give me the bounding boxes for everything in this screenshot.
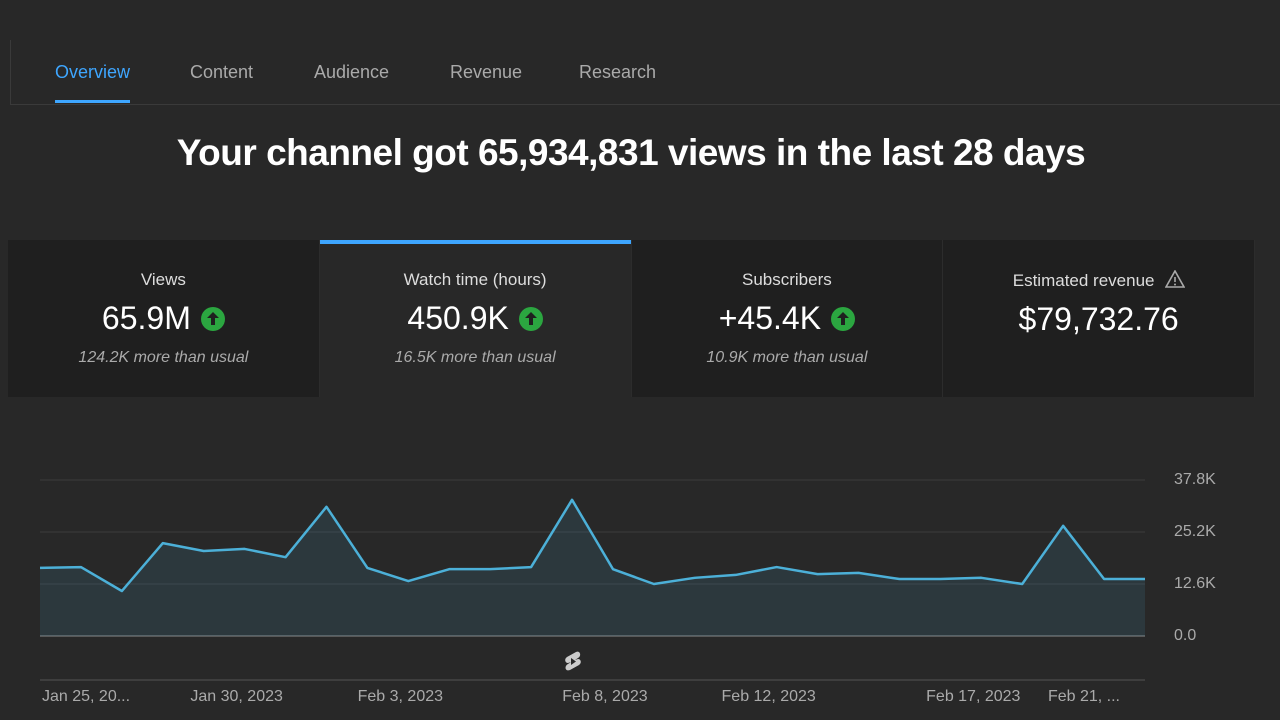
metric-label: Views [8, 270, 319, 290]
tab[interactable]: Audience [314, 62, 390, 82]
metric-value: +45.4K [718, 300, 822, 336]
x-tick-label: Feb 17, 2023 [926, 688, 1020, 705]
metric-note: 16.5K more than usual [394, 349, 556, 366]
trend-up-icon [518, 306, 543, 331]
trend-up-icon [200, 306, 225, 331]
metric-label-text: Subscribers [741, 270, 832, 289]
metric-value-row: $79,732.76 [943, 301, 1254, 338]
metric-value: $79,732.76 [1018, 301, 1179, 337]
x-tick-label: Jan 30, 2023 [190, 688, 283, 705]
shorts-icon [565, 651, 581, 671]
metric-value-row: 65.9M [8, 300, 319, 337]
metric-cards: Views 65.9M 124.2K more than usual Watch ti… [8, 240, 1255, 397]
metric-label: Subscribers [632, 270, 943, 290]
y-tick-label: 0.0 [1174, 627, 1196, 644]
tab-bar: Overview Content Audience Revenue Research [10, 40, 1280, 105]
tab[interactable]: Content [190, 62, 254, 82]
metric-label: Estimated revenue [943, 269, 1254, 291]
metric-card[interactable]: Views 65.9M 124.2K more than usual [8, 240, 320, 397]
metric-note: 10.9K more than usual [706, 349, 868, 366]
headline: Your channel got 65,934,831 views in the… [176, 132, 1086, 173]
metric-label-text: Views [140, 270, 186, 289]
y-tick-label: 25.2K [1174, 523, 1216, 540]
tab[interactable]: Revenue [450, 62, 523, 82]
metric-card[interactable]: Estimated revenue $79,732.76 [943, 240, 1255, 397]
warning-icon [1164, 269, 1185, 288]
metric-value: 450.9K [407, 300, 509, 336]
x-tick-label: Feb 12, 2023 [722, 688, 816, 705]
x-tick-label: Feb 3, 2023 [358, 688, 444, 705]
x-tick-label: Jan 25, 20... [42, 688, 130, 705]
tab[interactable]: Research [579, 62, 657, 82]
metric-label-text: Estimated revenue [1012, 271, 1155, 290]
y-tick-label: 37.8K [1174, 471, 1216, 488]
y-tick-label: 12.6K [1174, 575, 1216, 592]
x-tick-label: Feb 21, ... [1048, 688, 1120, 705]
trend-up-icon [831, 306, 856, 331]
tab[interactable]: Overview [55, 62, 131, 103]
area [40, 499, 1145, 636]
metric-value-row: +45.4K [632, 300, 943, 337]
metric-value-row: 450.9K [320, 300, 631, 337]
metric-label: Watch time (hours) [320, 270, 631, 290]
metric-value: 65.9M [101, 300, 191, 336]
metric-label-text: Watch time (hours) [403, 270, 547, 289]
line [39, 498, 1145, 593]
metric-card[interactable]: Subscribers +45.4K 10.9K more than usual [631, 240, 944, 397]
metric-note: 124.2K more than usual [78, 349, 249, 366]
metric-card[interactable]: Watch time (hours) 450.9K 16.5K more than … [319, 240, 632, 397]
x-tick-label: Feb 8, 2023 [562, 688, 648, 705]
